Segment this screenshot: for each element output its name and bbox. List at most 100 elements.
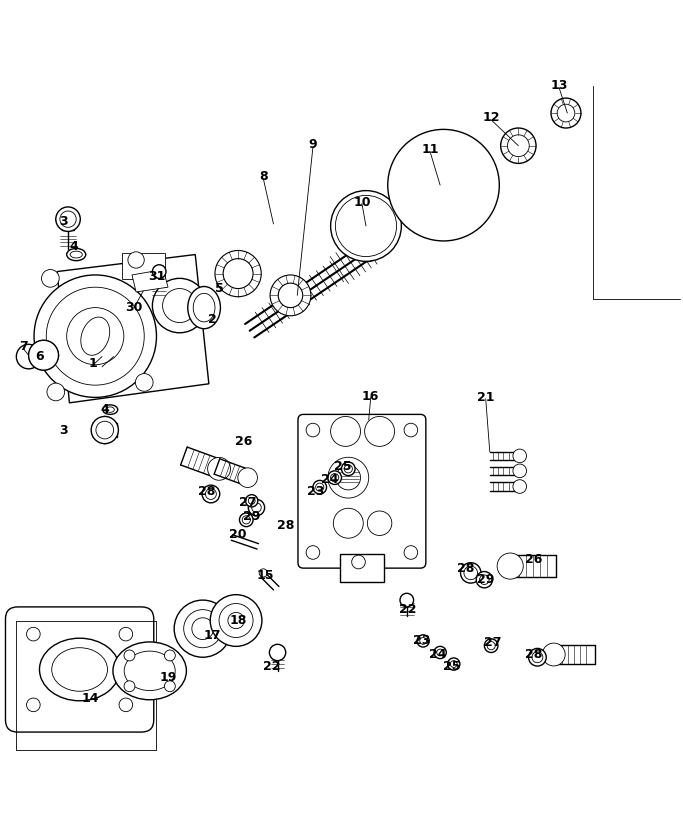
Circle shape [417, 635, 429, 647]
Circle shape [451, 153, 464, 165]
Text: 3: 3 [59, 215, 68, 229]
Circle shape [249, 500, 264, 515]
Circle shape [306, 423, 320, 436]
Circle shape [501, 128, 536, 164]
Text: 27: 27 [484, 635, 501, 649]
Text: 7: 7 [18, 339, 27, 353]
Circle shape [252, 503, 261, 512]
Circle shape [152, 279, 207, 333]
Circle shape [542, 643, 565, 666]
Text: 29: 29 [477, 573, 494, 586]
Text: 28: 28 [457, 562, 474, 575]
Circle shape [447, 658, 460, 670]
Text: 29: 29 [243, 510, 260, 523]
Circle shape [184, 610, 222, 648]
Circle shape [270, 275, 311, 316]
Circle shape [417, 158, 429, 170]
Text: 10: 10 [353, 196, 371, 209]
Circle shape [344, 464, 352, 473]
Circle shape [202, 485, 220, 503]
Circle shape [67, 307, 124, 365]
Circle shape [497, 553, 523, 580]
Circle shape [331, 417, 361, 446]
Circle shape [460, 563, 481, 583]
Circle shape [433, 150, 445, 162]
Circle shape [333, 508, 363, 538]
Text: 13: 13 [550, 80, 568, 92]
Text: 27: 27 [239, 496, 256, 510]
Circle shape [134, 261, 152, 279]
Circle shape [278, 283, 303, 307]
Ellipse shape [40, 638, 120, 701]
Text: 17: 17 [204, 629, 221, 642]
Ellipse shape [113, 642, 186, 700]
Circle shape [458, 201, 471, 213]
Circle shape [335, 196, 397, 256]
Text: 9: 9 [309, 138, 317, 151]
Circle shape [242, 515, 251, 524]
Circle shape [124, 681, 135, 691]
Circle shape [423, 206, 436, 218]
Text: 8: 8 [259, 170, 268, 182]
Circle shape [165, 650, 176, 661]
Text: 4: 4 [70, 240, 79, 253]
Circle shape [342, 462, 355, 476]
Circle shape [313, 480, 326, 494]
Circle shape [431, 173, 456, 197]
Circle shape [206, 488, 217, 500]
Ellipse shape [193, 293, 215, 322]
Circle shape [60, 211, 76, 228]
Circle shape [34, 346, 53, 365]
FancyBboxPatch shape [5, 607, 154, 732]
Circle shape [354, 214, 378, 238]
Bar [340, 554, 385, 583]
Circle shape [513, 480, 527, 493]
Circle shape [223, 259, 253, 289]
Circle shape [365, 417, 395, 446]
Circle shape [210, 594, 262, 646]
Text: 23: 23 [307, 485, 324, 498]
Circle shape [336, 465, 361, 490]
Circle shape [442, 209, 454, 221]
Circle shape [192, 618, 214, 640]
Circle shape [408, 173, 420, 186]
Circle shape [163, 289, 197, 322]
Text: 12: 12 [482, 111, 500, 123]
Circle shape [529, 649, 546, 666]
Circle shape [119, 627, 133, 641]
Circle shape [513, 464, 527, 478]
Circle shape [34, 275, 156, 397]
Circle shape [434, 646, 446, 658]
Circle shape [174, 600, 232, 658]
Circle shape [47, 383, 65, 401]
Circle shape [27, 698, 40, 712]
Circle shape [83, 324, 107, 349]
Text: 22: 22 [400, 603, 417, 616]
Circle shape [400, 593, 414, 607]
Text: 16: 16 [362, 390, 380, 403]
Circle shape [476, 571, 492, 588]
Circle shape [269, 644, 285, 661]
FancyBboxPatch shape [298, 414, 426, 568]
Ellipse shape [70, 252, 83, 258]
Polygon shape [57, 255, 209, 403]
Circle shape [406, 148, 481, 223]
Circle shape [422, 164, 465, 207]
Text: 28: 28 [525, 648, 542, 661]
Circle shape [479, 575, 489, 584]
Ellipse shape [102, 405, 117, 414]
Circle shape [29, 340, 59, 370]
Text: 26: 26 [235, 435, 252, 448]
Circle shape [404, 546, 418, 559]
Circle shape [404, 423, 418, 436]
Circle shape [42, 270, 59, 287]
Ellipse shape [124, 651, 175, 690]
Text: 18: 18 [229, 614, 247, 627]
Circle shape [29, 340, 59, 370]
Text: 15: 15 [257, 569, 274, 582]
Text: 26: 26 [525, 552, 542, 566]
Ellipse shape [67, 248, 86, 261]
Circle shape [27, 627, 40, 641]
Circle shape [246, 495, 258, 507]
Circle shape [208, 457, 230, 480]
